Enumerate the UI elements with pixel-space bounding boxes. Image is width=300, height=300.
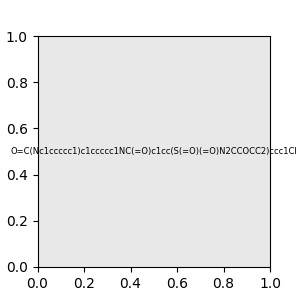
- Text: O=C(Nc1ccccc1)c1ccccc1NC(=O)c1cc(S(=O)(=O)N2CCOCC2)ccc1Cl: O=C(Nc1ccccc1)c1ccccc1NC(=O)c1cc(S(=O)(=…: [11, 147, 297, 156]
